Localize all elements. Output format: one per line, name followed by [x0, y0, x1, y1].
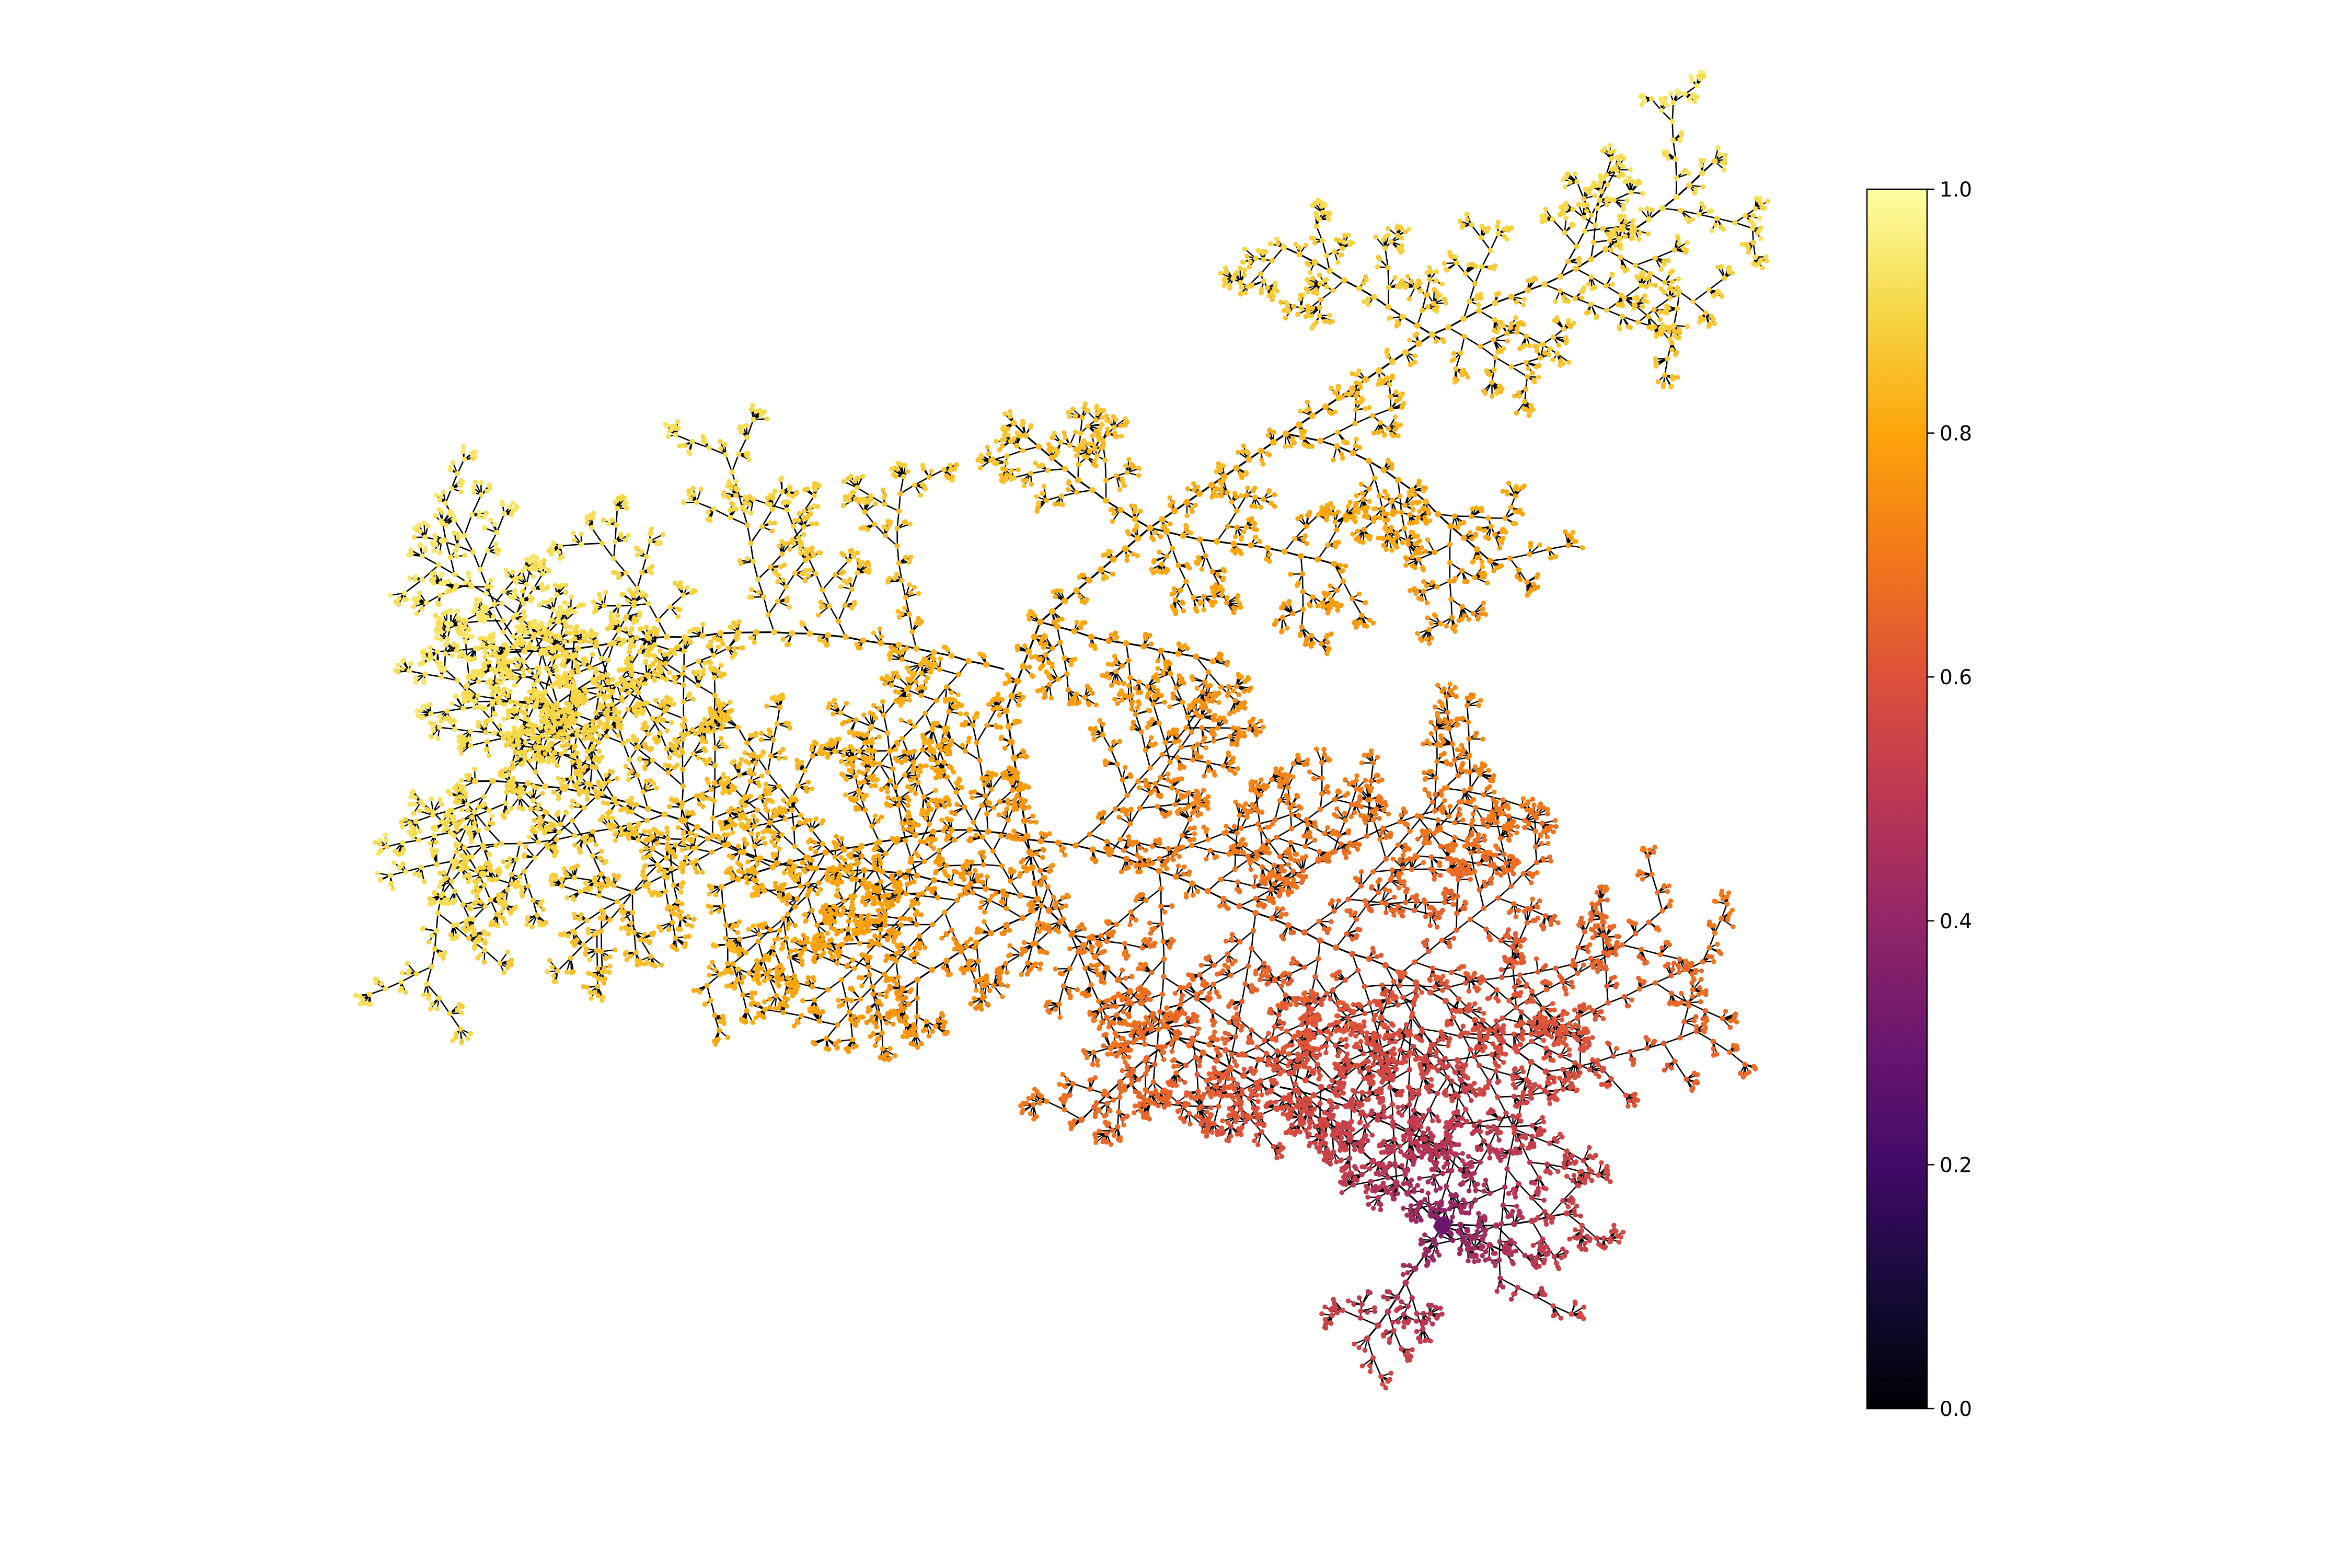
- tree-edge: [1131, 901, 1146, 912]
- tree-edge: [1059, 986, 1064, 1005]
- tree-edge: [792, 810, 794, 828]
- tree-network: [353, 70, 1770, 1390]
- tree-edge: [902, 660, 921, 665]
- tree-edge: [1151, 959, 1164, 973]
- tree-edge: [1512, 367, 1527, 377]
- tree-edge: [1140, 793, 1150, 808]
- tree-edge: [473, 552, 480, 569]
- tree-edge: [1373, 409, 1391, 416]
- tree-edge: [497, 514, 504, 533]
- tree-edge: [649, 604, 658, 620]
- tree-edge: [1465, 337, 1481, 347]
- tree-edge: [1673, 121, 1674, 140]
- tree-edge: [1565, 233, 1577, 246]
- tree-edge: [1181, 732, 1192, 747]
- tree-edge: [977, 725, 987, 743]
- tree-edge: [1343, 581, 1352, 598]
- tree-edge: [560, 544, 581, 546]
- tree-edge: [1673, 102, 1674, 121]
- tree-edge: [1482, 250, 1490, 267]
- tree-edge: [726, 455, 732, 472]
- tree-edge: [1192, 846, 1210, 850]
- tree-edge: [1495, 358, 1512, 367]
- tree-edge: [1491, 234, 1498, 250]
- tree-edge: [1159, 723, 1166, 743]
- tree-edge: [1699, 214, 1717, 218]
- tree-edge: [422, 556, 439, 565]
- tree-edge: [740, 935, 759, 939]
- tree-edge: [489, 803, 506, 811]
- tree-edge: [747, 525, 751, 544]
- tree-edge: [723, 906, 726, 926]
- tree-edges: [355, 72, 1768, 1388]
- tree-edge: [1451, 599, 1452, 618]
- tree-edge: [1355, 416, 1373, 423]
- tree-edge: [1375, 478, 1379, 496]
- tree-edge: [1552, 220, 1564, 233]
- tree-edge: [1142, 732, 1146, 750]
- tree-edge: [581, 544, 602, 545]
- tree-edge: [1165, 743, 1170, 762]
- tree-edge: [1116, 912, 1131, 925]
- tree-edge: [1635, 258, 1655, 266]
- tree-edge: [1090, 834, 1107, 841]
- tree-edge: [1480, 347, 1495, 358]
- tree-edge: [753, 561, 758, 579]
- tree-edge: [1388, 268, 1389, 287]
- tree-edge: [940, 670, 959, 675]
- tree-edge: [1709, 278, 1725, 290]
- tree-edge: [1338, 423, 1355, 432]
- tree-edge: [1146, 750, 1150, 768]
- tree-edge: [1673, 141, 1676, 159]
- tree-edge: [732, 454, 739, 472]
- tree-edge: [751, 527, 762, 544]
- tree-edge: [747, 419, 754, 437]
- tree-edge: [626, 573, 638, 588]
- tree-edge: [1227, 511, 1237, 527]
- tree-edge: [1450, 581, 1451, 599]
- tree-edge: [1510, 554, 1529, 558]
- tree-edge: [1655, 250, 1675, 258]
- tree-edge: [794, 828, 795, 847]
- tree-edge: [602, 544, 614, 559]
- tree-edge: [697, 502, 714, 509]
- tree-edge: [737, 490, 742, 508]
- tree-edge: [764, 597, 768, 615]
- tree-edge: [502, 603, 516, 615]
- tree-edge: [1549, 546, 1568, 549]
- tree-edge: [1577, 182, 1584, 199]
- tree-edge: [1105, 460, 1106, 481]
- tree-edge: [1140, 973, 1151, 987]
- tree-edge: [1070, 952, 1078, 969]
- tree-edge: [480, 550, 488, 569]
- tree-edge: [1585, 229, 1603, 232]
- tree-edge: [592, 528, 603, 544]
- tree-edge: [822, 575, 835, 590]
- tree-edge: [1693, 290, 1709, 302]
- tree-edge: [1275, 801, 1279, 820]
- tree-edge: [1042, 887, 1048, 906]
- tree-edge: [1163, 977, 1180, 988]
- tree-edge: [1475, 267, 1482, 283]
- tree-edge: [464, 515, 472, 536]
- tree-edge: [1146, 889, 1161, 900]
- tree-edge: [751, 543, 753, 561]
